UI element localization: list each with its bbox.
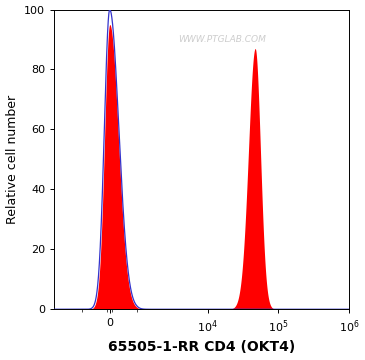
X-axis label: 65505-1-RR CD4 (OKT4): 65505-1-RR CD4 (OKT4) bbox=[108, 341, 295, 355]
Y-axis label: Relative cell number: Relative cell number bbox=[5, 95, 19, 224]
Text: WWW.PTGLAB.COM: WWW.PTGLAB.COM bbox=[178, 35, 266, 44]
